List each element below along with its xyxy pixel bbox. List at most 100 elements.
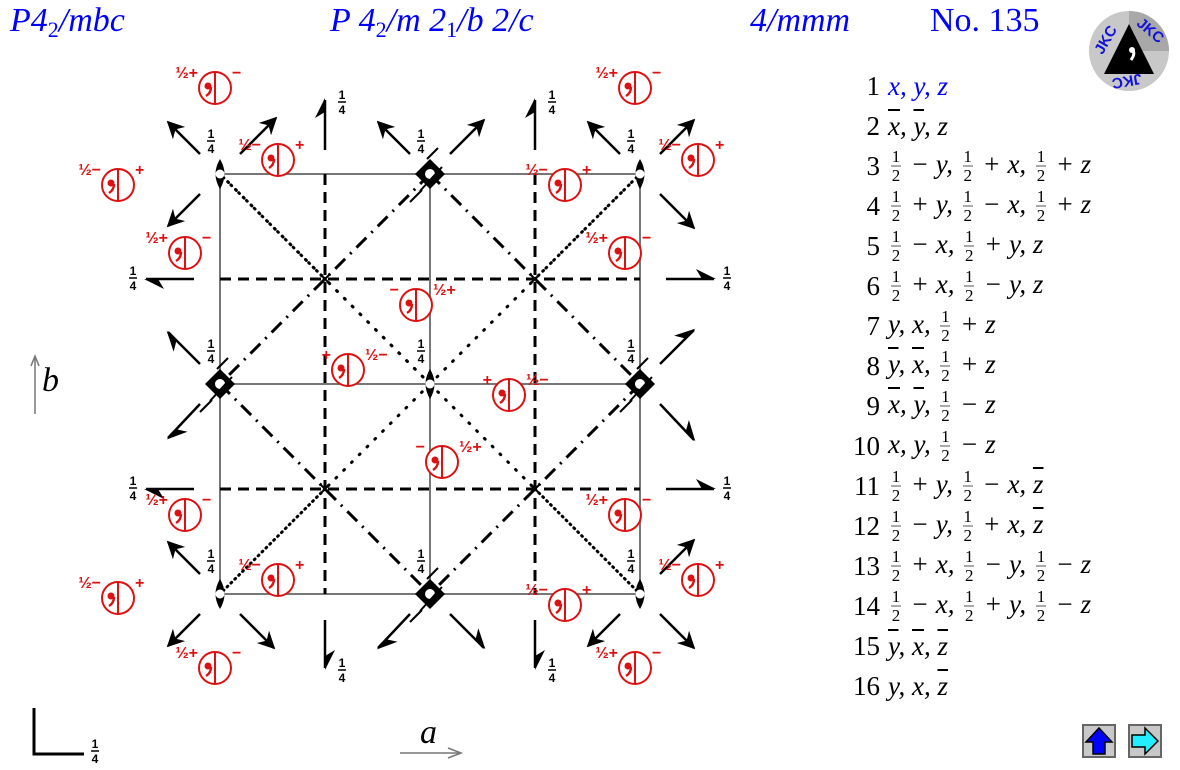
svg-text:1: 1 — [208, 547, 215, 561]
svg-text:1: 1 — [92, 737, 99, 751]
svg-text:4: 4 — [418, 352, 425, 366]
svg-text:½−: ½− — [658, 557, 681, 574]
twofold-inversion-icon — [199, 357, 236, 413]
symmetry-operation: 1 x, y, z — [838, 66, 949, 106]
svg-text:½−: ½− — [78, 162, 101, 179]
general-position: ½− + — [525, 582, 591, 623]
svg-text:4: 4 — [130, 279, 137, 293]
svg-text:+: + — [322, 347, 331, 364]
svg-text:−: − — [202, 492, 211, 509]
svg-text:½+: ½+ — [585, 230, 608, 247]
operation-number: 8 — [866, 350, 881, 381]
svg-text:JKC: JKC — [1110, 70, 1143, 92]
svg-text:4: 4 — [339, 103, 346, 117]
general-position: ½+ − — [145, 492, 211, 533]
operation-number: 7 — [866, 310, 881, 341]
svg-text:½−: ½− — [365, 347, 388, 364]
svg-text:−: − — [652, 645, 661, 662]
legend-corner — [32, 708, 84, 756]
svg-text:4: 4 — [130, 489, 137, 503]
svg-text:1: 1 — [208, 127, 215, 141]
general-position: ½− + — [658, 137, 724, 178]
operation-number: 2 — [866, 110, 881, 141]
operation-expression: x, y, z — [888, 110, 948, 141]
svg-text:−: − — [652, 65, 661, 82]
svg-text:1: 1 — [418, 127, 425, 141]
svg-text:4: 4 — [92, 752, 99, 766]
svg-text:+: + — [295, 557, 304, 574]
svg-text:½−: ½− — [238, 557, 261, 574]
operation-number: 1 — [866, 70, 881, 101]
svg-text:−: − — [642, 492, 651, 509]
jkc-logo[interactable]: JKC JKC JKC — [1088, 10, 1170, 92]
svg-text:½+: ½+ — [433, 282, 456, 299]
svg-text:+: + — [582, 582, 591, 599]
twofold-axes — [166, 116, 696, 650]
svg-text:½−: ½− — [526, 372, 549, 389]
fourfold-screw-icon — [425, 369, 435, 399]
operation-number: 16 — [853, 670, 880, 701]
svg-text:½−: ½− — [525, 582, 548, 599]
general-position: ½+ − — [585, 492, 651, 533]
svg-text:4: 4 — [724, 489, 731, 503]
operation-number: 5 — [866, 230, 881, 261]
svg-text:1: 1 — [339, 88, 346, 102]
svg-text:½+: ½+ — [459, 439, 482, 456]
svg-text:+: + — [295, 137, 304, 154]
svg-text:1: 1 — [724, 474, 731, 488]
fourfold-screw-icon — [215, 579, 225, 609]
operation-expression: y, x, z — [888, 670, 948, 701]
up-arrow-icon — [1084, 726, 1114, 755]
svg-text:1: 1 — [339, 656, 346, 670]
svg-text:4: 4 — [418, 562, 425, 576]
svg-text:4: 4 — [724, 279, 731, 293]
svg-text:+: + — [715, 137, 724, 154]
svg-text:1: 1 — [628, 337, 635, 351]
svg-text:½+: ½+ — [145, 230, 168, 247]
operation-number: 4 — [866, 190, 881, 221]
space-group-number: No. 135 — [930, 2, 1040, 39]
axis-a-label: a — [420, 714, 437, 751]
fourfold-screw-icon — [635, 579, 645, 609]
svg-text:½+: ½+ — [145, 492, 168, 509]
svg-text:4: 4 — [549, 103, 556, 117]
fourfold-screw-icon — [215, 159, 225, 189]
svg-text:+: + — [715, 557, 724, 574]
svg-text:−: − — [642, 230, 651, 247]
general-position: ½− + — [238, 137, 304, 178]
svg-text:4: 4 — [628, 352, 635, 366]
general-position: + ½− — [322, 347, 388, 388]
general-position: ½+ − — [595, 645, 661, 686]
general-position: ½+ − — [585, 230, 651, 271]
fourfold-screw-icon — [635, 159, 645, 189]
operation-number: 14 — [853, 590, 880, 621]
svg-text:½+: ½+ — [595, 65, 618, 82]
svg-text:½+: ½+ — [595, 645, 618, 662]
next-button[interactable] — [1128, 724, 1162, 758]
general-position: ½+ − — [145, 230, 211, 271]
svg-text:−: − — [202, 230, 211, 247]
svg-text:½+: ½+ — [175, 65, 198, 82]
svg-text:4: 4 — [339, 671, 346, 685]
svg-text:1: 1 — [418, 337, 425, 351]
svg-text:4: 4 — [628, 142, 635, 156]
up-button[interactable] — [1082, 724, 1116, 758]
svg-text:1: 1 — [628, 127, 635, 141]
full-symbol: P 42/m 21/b 2/c — [330, 2, 534, 42]
svg-text:−: − — [390, 282, 399, 299]
